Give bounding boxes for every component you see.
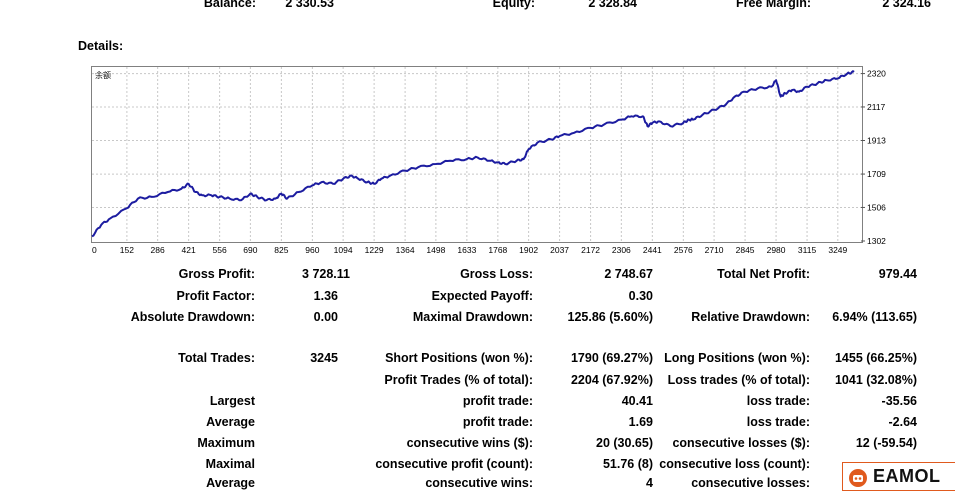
maximal-drawdown-value: 125.86 (5.60%): [567, 310, 653, 324]
x-tick-label: 2172: [581, 245, 600, 255]
average-profit-label: profit trade:: [462, 415, 533, 429]
max-cons-wins-value: 20 (30.65): [596, 436, 653, 450]
total-trades-value: 3245: [310, 351, 338, 365]
equity-value: 2 328.84: [588, 0, 637, 10]
relative-drawdown-value: 6.94% (113.65): [832, 310, 917, 324]
y-tick-label: 1302: [867, 236, 886, 246]
profit-trades-label: Profit Trades (% of total):: [384, 373, 533, 387]
x-tick-label: 556: [213, 245, 227, 255]
x-tick-label: 690: [243, 245, 257, 255]
largest-loss-value: -35.56: [881, 394, 917, 408]
x-tick-label: 286: [151, 245, 165, 255]
x-tick-label: 2576: [674, 245, 693, 255]
expected-payoff-label: Expected Payoff:: [431, 289, 533, 303]
largest-profit-label: profit trade:: [462, 394, 533, 408]
balance-value: 2 330.53: [285, 0, 334, 10]
x-tick-label: 3249: [828, 245, 847, 255]
long-positions-value: 1455 (66.25%): [834, 351, 917, 365]
y-tick-label: 2320: [867, 69, 886, 79]
average-loss-label: loss trade:: [746, 415, 810, 429]
loss-trades-label: Loss trades (% of total):: [667, 373, 810, 387]
x-tick-label: 1633: [457, 245, 476, 255]
x-tick-label: 3115: [798, 245, 817, 255]
avg-cons-wins-value: 4: [646, 476, 653, 490]
x-tick-label: 152: [120, 245, 134, 255]
y-tick-label: 1913: [867, 136, 886, 146]
short-positions-label: Short Positions (won %):: [385, 351, 533, 365]
short-positions-value: 1790 (69.27%): [570, 351, 653, 365]
max-cons-losses-label: consecutive losses ($):: [672, 436, 810, 450]
free-margin-label: Free Margin:: [735, 0, 811, 10]
x-tick-label: 2441: [643, 245, 662, 255]
x-tick-label: 1364: [396, 245, 415, 255]
x-tick-label: 825: [274, 245, 288, 255]
x-tick-label: 1498: [426, 245, 445, 255]
maximal-cons-profit-value: 51.76 (8): [602, 457, 653, 471]
maximal-label: Maximal: [205, 457, 255, 471]
balance-label: Balance:: [203, 0, 256, 10]
y-tick-label: 1709: [867, 169, 886, 179]
loss-trades-value: 1041 (32.08%): [834, 373, 917, 387]
profit-factor-label: Profit Factor:: [176, 289, 255, 303]
eamol-logo: EAMOL: [842, 462, 955, 491]
gross-profit-label: Gross Profit:: [178, 267, 255, 281]
max-cons-wins-label: consecutive wins ($):: [406, 436, 533, 450]
total-trades-label: Total Trades:: [178, 351, 255, 365]
details-label: Details:: [78, 39, 124, 53]
largest-label: Largest: [209, 394, 255, 408]
gross-loss-value: 2 748.67: [604, 267, 653, 281]
relative-drawdown-label: Relative Drawdown:: [691, 310, 810, 324]
x-tick-label: 960: [305, 245, 319, 255]
total-net-profit-value: 979.44: [878, 267, 917, 281]
balance-line: [91, 70, 855, 238]
gross-profit-value: 3 728.11: [302, 267, 350, 281]
x-tick-label: 2037: [550, 245, 569, 255]
y-tick-label: 2117: [867, 102, 886, 112]
average2-label: Average: [206, 476, 255, 490]
x-tick-label: 421: [182, 245, 196, 255]
x-tick-label: 1768: [488, 245, 507, 255]
x-tick-label: 1094: [334, 245, 353, 255]
y-tick-label: 1506: [867, 202, 886, 212]
robot-icon: [849, 468, 867, 487]
x-tick-label: 0: [92, 245, 97, 255]
logo-text: EAMOL: [873, 466, 941, 486]
average-label: Average: [206, 415, 255, 429]
absolute-drawdown-label: Absolute Drawdown:: [130, 310, 255, 324]
profit-trades-value: 2204 (67.92%): [570, 373, 653, 387]
maximal-drawdown-label: Maximal Drawdown:: [412, 310, 533, 324]
x-tick-label: 2845: [736, 245, 755, 255]
absolute-drawdown-value: 0.00: [313, 310, 338, 324]
profit-factor-value: 1.36: [313, 289, 338, 303]
x-tick-label: 1229: [365, 245, 384, 255]
free-margin-value: 2 324.16: [882, 0, 931, 10]
maximal-cons-loss-label: consecutive loss (count):: [659, 457, 810, 471]
maximal-cons-profit-label: consecutive profit (count):: [375, 457, 533, 471]
avg-cons-wins-label: consecutive wins:: [425, 476, 533, 490]
equity-label: Equity:: [492, 0, 535, 10]
x-tick-label: 2306: [612, 245, 631, 255]
max-cons-losses-value: 12 (-59.54): [855, 436, 917, 450]
long-positions-label: Long Positions (won %):: [664, 351, 810, 365]
chart-caption: 余额: [95, 71, 111, 80]
total-net-profit-label: Total Net Profit:: [717, 267, 810, 281]
avg-cons-losses-label: consecutive losses:: [691, 476, 810, 490]
balance-chart-svg: 1302 1506 1709 1913 2117 2320 0 152 286 421 556 690…: [91, 67, 886, 255]
average-loss-value: -2.64: [888, 415, 918, 429]
largest-loss-label: loss trade:: [746, 394, 810, 408]
x-tick-label: 1902: [519, 245, 538, 255]
maximum-label: Maximum: [197, 436, 255, 450]
average-profit-value: 1.69: [628, 415, 653, 429]
x-tick-label: 2710: [705, 245, 724, 255]
expected-payoff-value: 0.30: [628, 289, 653, 303]
gross-loss-label: Gross Loss:: [460, 267, 533, 281]
x-tick-label: 2980: [767, 245, 786, 255]
largest-profit-value: 40.41: [621, 394, 653, 408]
